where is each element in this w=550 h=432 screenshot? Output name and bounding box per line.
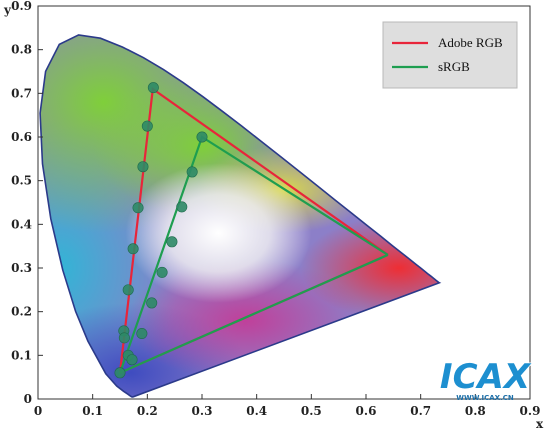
- x-tick-label: 0.8: [465, 404, 486, 418]
- watermark: ICAX WWW.ICAX.CN: [439, 356, 532, 402]
- y-tick-label: 0: [24, 392, 32, 406]
- legend-box: [382, 21, 518, 89]
- gamut-markers: [114, 82, 208, 379]
- gamut-series: [118, 87, 389, 375]
- marker-point: [141, 120, 153, 132]
- y-axis-label: y: [3, 3, 12, 17]
- y-tick-label: 0.2: [11, 305, 32, 319]
- marker-point: [126, 354, 138, 366]
- y-tick-label: 0.1: [11, 348, 32, 362]
- marker-point: [196, 131, 208, 143]
- y-tick-label: 0.6: [11, 130, 32, 144]
- x-tick-label: 0.1: [82, 404, 103, 418]
- y-tick-label: 0.8: [11, 43, 32, 57]
- fill-region-6: [300, 215, 440, 321]
- marker-point: [136, 327, 148, 339]
- marker-point: [156, 266, 168, 278]
- marker-point: [166, 236, 178, 248]
- x-tick-label: 0.6: [356, 404, 377, 418]
- x-tick-label: 0.4: [246, 404, 267, 418]
- y-tick-label: 0.9: [11, 0, 32, 13]
- y-tick-label: 0.3: [11, 261, 32, 275]
- marker-point: [132, 202, 144, 214]
- x-tick-label: 0.3: [192, 404, 213, 418]
- x-tick-label: 0.2: [137, 404, 158, 418]
- y-tick-label: 0.4: [11, 217, 32, 231]
- axis-ticks: 0 0.1 0.2 0.3 0.4 0.5 0.6 0.7 0.8 0.9 0 0.1 0.2 0.3 0.…: [11, 0, 540, 418]
- y-tick-label: 0.5: [11, 174, 32, 188]
- legend-label-adobe-rgb: Adobe RGB: [438, 35, 503, 50]
- x-tick-label: 0.5: [301, 404, 322, 418]
- marker-point: [176, 201, 188, 213]
- watermark-url: WWW.ICAX.CN: [456, 394, 514, 402]
- marker-point: [146, 297, 158, 309]
- y-tick-label: 0.7: [11, 86, 32, 100]
- watermark-logo: ICAX: [440, 357, 532, 397]
- x-tick-label: 0: [34, 404, 42, 418]
- marker-point: [118, 332, 130, 344]
- legend: Adobe RGB sRGB: [382, 21, 518, 89]
- marker-point: [127, 243, 139, 255]
- legend-label-srgb: sRGB: [438, 59, 470, 74]
- spectral-locus-outline: [39, 34, 442, 398]
- x-tick-label: 0.9: [520, 404, 541, 418]
- marker-point: [122, 284, 134, 296]
- marker-point: [114, 367, 126, 379]
- spectral-locus: [39, 34, 442, 398]
- x-axis-label: x: [536, 417, 544, 431]
- marker-point: [186, 166, 198, 178]
- marker-point: [147, 82, 159, 94]
- fill-region-7: [125, 163, 312, 303]
- marker-point: [137, 161, 149, 173]
- series-line-srgb: [118, 135, 389, 375]
- x-tick-label: 0.7: [410, 404, 431, 418]
